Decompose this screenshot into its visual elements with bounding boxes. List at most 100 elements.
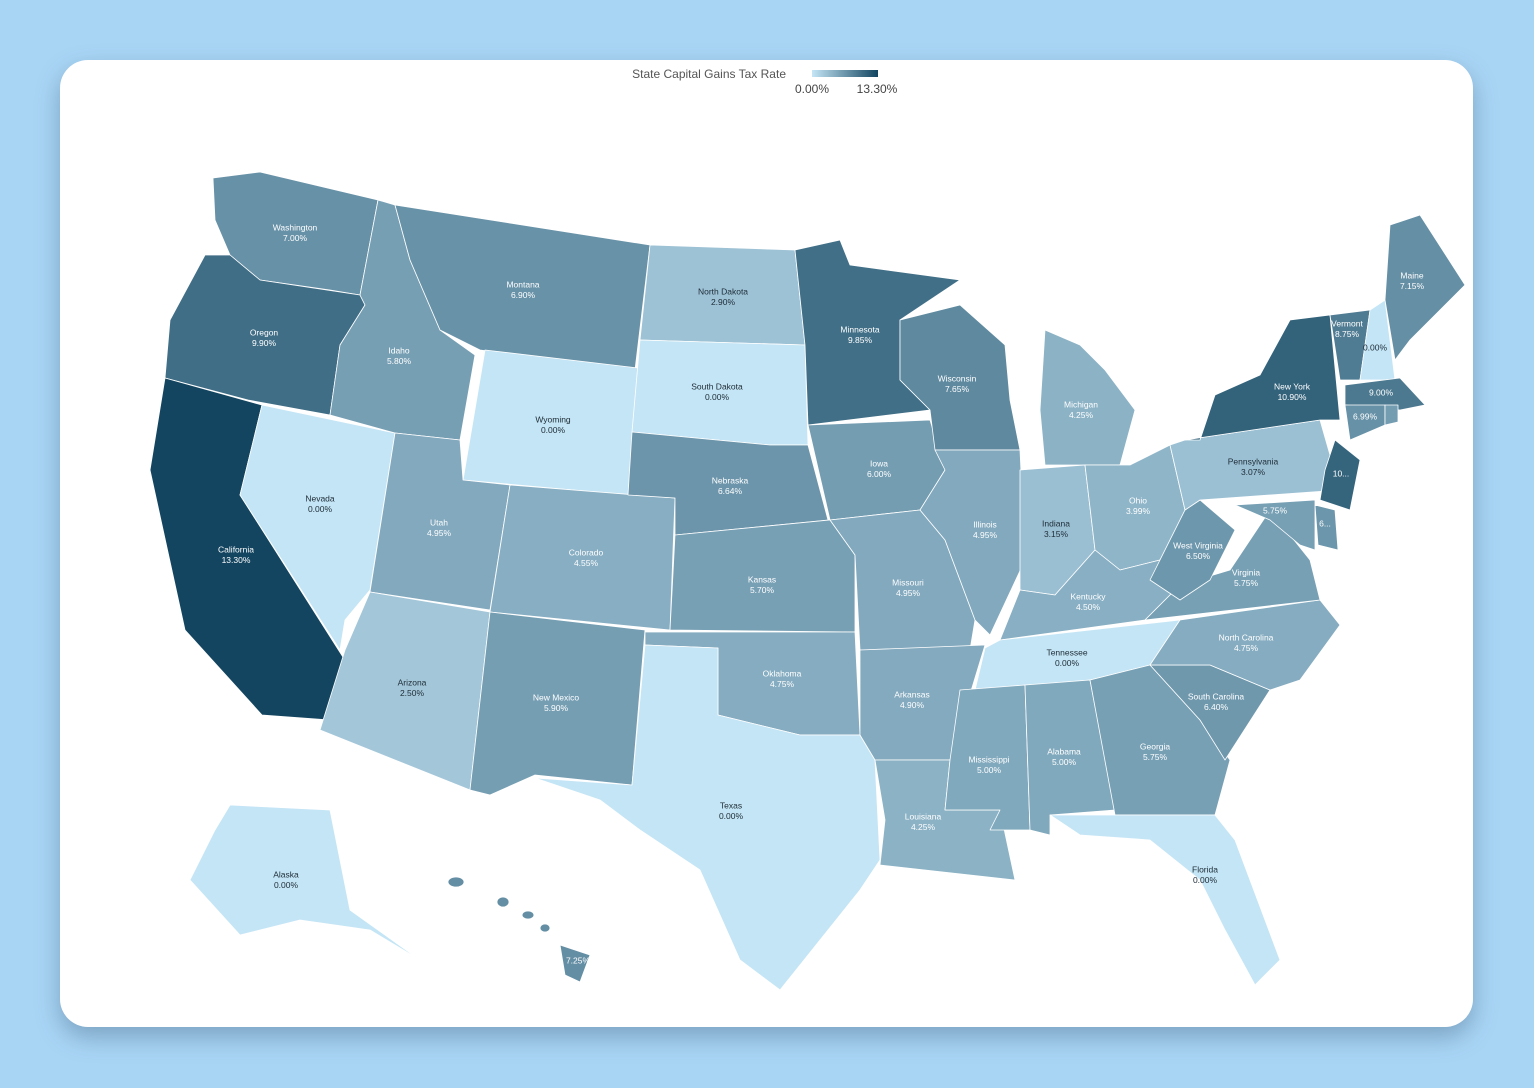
state-value-label: 6.64% — [718, 486, 743, 496]
state — [1149, 599, 1341, 691]
state-name: Arizona — [398, 677, 427, 687]
state-value-label: 5.75% — [1143, 752, 1168, 762]
state-value-label: 6.90% — [511, 290, 536, 300]
state-value-label: 4.25% — [911, 822, 936, 832]
state-name: Florida — [1192, 864, 1218, 874]
state-value-label: 4.95% — [896, 588, 921, 598]
state-name: South Dakota — [691, 381, 743, 391]
state-value-label: 9.85% — [848, 335, 873, 345]
state — [496, 896, 510, 908]
state-value-label: 2.50% — [400, 688, 425, 698]
state-name: Wisconsin — [938, 373, 977, 383]
state-name: Illinois — [973, 519, 997, 529]
states — [149, 171, 1466, 991]
state — [559, 944, 591, 983]
state — [669, 519, 856, 633]
state-value-label: 5.90% — [544, 703, 569, 713]
state-value-label: 5.00% — [977, 765, 1002, 775]
state-value-label: 8.75% — [1335, 329, 1360, 339]
legend-gradient — [812, 70, 878, 77]
state — [521, 910, 535, 920]
state-name: Kansas — [748, 574, 776, 584]
state-value-label: 7.25% — [566, 955, 591, 965]
state-value-label: 6... — [1319, 518, 1331, 528]
state-value-label: 6.40% — [1204, 702, 1229, 712]
state — [212, 171, 379, 296]
state-name: Kentucky — [1071, 591, 1107, 601]
legend-title: State Capital Gains Tax Rate — [632, 67, 786, 81]
state-name: Montana — [506, 279, 539, 289]
state-value-label: 6.00% — [867, 469, 892, 479]
state — [1234, 499, 1316, 551]
legend-min-label: 0.00% — [795, 82, 829, 96]
state-value-label: 5.75% — [1234, 578, 1259, 588]
state — [1319, 439, 1361, 511]
state-name: Vermont — [1331, 318, 1363, 328]
state-name: Minnesota — [840, 324, 879, 334]
state-value-label: 0.00% — [274, 880, 299, 890]
state-value-label: 7.65% — [945, 384, 970, 394]
state-value-label: 4.95% — [973, 530, 998, 540]
state-name: North Dakota — [698, 286, 748, 296]
state-name: Mississippi — [968, 754, 1009, 764]
state-value-label: 4.75% — [1234, 643, 1259, 653]
state-name: Iowa — [870, 458, 888, 468]
state-name: Wyoming — [535, 414, 571, 424]
state — [447, 876, 465, 888]
state-name: Virginia — [1232, 567, 1260, 577]
state — [1314, 504, 1339, 551]
state — [1344, 404, 1386, 441]
state-name: Washington — [273, 222, 318, 232]
state-value-label: 10.90% — [1278, 392, 1307, 402]
state-value-label: 2.90% — [711, 297, 736, 307]
state-value-label: 0.00% — [705, 392, 730, 402]
state-value-label: 0.00% — [1055, 658, 1080, 668]
state-value-label: 4.75% — [770, 679, 795, 689]
state-value-label: 6.99% — [1353, 411, 1378, 421]
state-value-label: 0.00% — [541, 425, 566, 435]
state — [539, 923, 551, 933]
state-name: Michigan — [1064, 399, 1098, 409]
state-name: Oregon — [250, 327, 279, 337]
state-name: West Virginia — [1173, 540, 1223, 550]
state-value-label: 3.99% — [1126, 506, 1151, 516]
state-value-label: 5.70% — [750, 585, 775, 595]
state-value-label: 4.55% — [574, 558, 599, 568]
state-value-label: 9.90% — [252, 338, 277, 348]
legend-max-label: 13.30% — [857, 82, 898, 96]
state-name: Missouri — [892, 577, 924, 587]
state-name: Idaho — [388, 345, 410, 355]
state-name: Indiana — [1042, 518, 1070, 528]
state-name: New York — [1274, 381, 1311, 391]
state — [319, 591, 491, 791]
state-name: Pennsylvania — [1228, 456, 1279, 466]
state-name: New Mexico — [533, 692, 580, 702]
state-value-label: 6.50% — [1186, 551, 1211, 561]
state-value-label: 5.00% — [1052, 757, 1077, 767]
state — [1039, 329, 1136, 466]
state-value-label: 7.00% — [283, 233, 308, 243]
state-value-label: 9.00% — [1369, 387, 1394, 397]
state-value-label: 4.25% — [1069, 410, 1094, 420]
state-value-label: 0.00% — [1193, 875, 1218, 885]
state-name: North Carolina — [1219, 632, 1274, 642]
state-name: Utah — [430, 517, 448, 527]
state-name: Nevada — [305, 493, 335, 503]
state-name: Alabama — [1047, 746, 1081, 756]
state — [1384, 214, 1466, 361]
state — [534, 644, 881, 991]
state-name: California — [218, 544, 254, 554]
state-value-label: 10... — [1333, 468, 1350, 478]
state — [1384, 404, 1399, 426]
state-value-label: 0.00% — [719, 811, 744, 821]
state-name: Arkansas — [894, 689, 929, 699]
state-value-label: 3.07% — [1241, 467, 1266, 477]
state-value-label: 4.95% — [427, 528, 452, 538]
state-name: Tennessee — [1046, 647, 1087, 657]
state-name: Georgia — [1140, 741, 1171, 751]
state-value-label: 3.15% — [1044, 529, 1069, 539]
state-value-label: 4.90% — [900, 700, 925, 710]
